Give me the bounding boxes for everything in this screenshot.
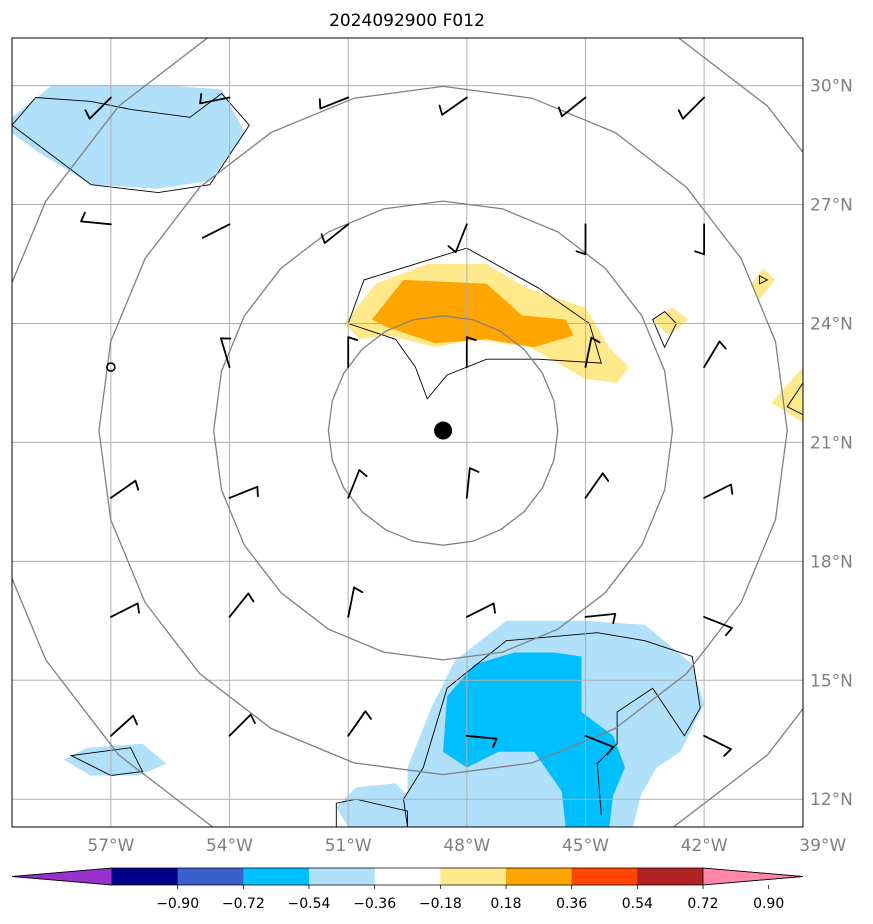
colorbar-tick-label: −0.54 — [288, 896, 331, 912]
colorbar-segment — [637, 868, 704, 885]
shaded-region-neg-light-nw — [12, 85, 246, 189]
shaded-region-neg-mid-se — [443, 652, 625, 827]
wind-barb — [84, 96, 112, 120]
contour-e-tiny — [759, 275, 769, 285]
plot-frame — [11, 37, 804, 828]
range-ring — [327, 315, 559, 546]
colorbar-segment — [177, 868, 244, 885]
latitude-label: 21°N — [810, 433, 853, 453]
wind-barb — [80, 211, 112, 226]
wind-barb — [584, 336, 601, 368]
range-rings — [12, 38, 803, 827]
wind-barb — [110, 714, 138, 737]
colorbar-segment — [440, 868, 507, 885]
colorbar-tick-label: 0.36 — [556, 896, 587, 912]
latitude-label: 27°N — [810, 196, 853, 216]
wind-barb — [703, 734, 732, 757]
longitude-label: 51°W — [325, 836, 372, 856]
contour-se-outer — [403, 632, 701, 827]
colorbar-segment — [571, 868, 638, 885]
wind-barb — [703, 483, 734, 499]
wind-barb — [584, 472, 610, 499]
wind-barb — [465, 467, 480, 499]
wind-barb — [347, 586, 364, 618]
wind-barb — [575, 223, 587, 256]
latitude-labels: 12°N 15°N 18°N 21°N 24°N 27°N 30°N — [810, 77, 853, 811]
colorbar-tick-label: −0.36 — [353, 896, 396, 912]
wind-barb — [465, 602, 496, 618]
wind-barb — [347, 336, 359, 368]
wind-barb — [703, 340, 727, 368]
shaded-region-pos-light-far-east — [771, 367, 803, 423]
shaded-region-pos-light-e-small-1 — [652, 307, 689, 336]
colorbar-outline — [11, 867, 804, 886]
wind-barb — [465, 734, 498, 749]
wind-barb — [438, 96, 468, 116]
wind-barb — [703, 616, 733, 637]
wind-barb — [201, 223, 231, 239]
wind-barb — [557, 96, 587, 118]
longitude-label: 45°W — [562, 836, 609, 856]
shaded-region-neg-light-s-small — [336, 783, 416, 827]
calm-wind-marker — [106, 362, 116, 372]
wind-barb — [228, 485, 259, 499]
longitude-label: 57°W — [87, 836, 134, 856]
colorbar-tick-label: −0.72 — [222, 896, 265, 912]
colorbar-min-extension — [11, 867, 113, 886]
colorbar-segment — [374, 868, 441, 885]
map-title: 2024092900 F012 — [329, 11, 485, 31]
colorbar-segment — [309, 868, 376, 885]
colorbar: −0.90 −0.72 −0.54 −0.36 −0.18 0.18 0.36 0.54 0.7… — [11, 867, 804, 912]
wind-barb — [447, 223, 468, 254]
storm-center-dot — [434, 421, 453, 440]
contour-far-east — [786, 382, 803, 416]
wind-barb — [694, 223, 705, 256]
longitude-label: 54°W — [206, 836, 253, 856]
wind-barb — [347, 469, 368, 499]
latitude-label: 30°N — [810, 77, 853, 97]
range-ring — [98, 85, 788, 776]
colorbar-max-extension — [702, 867, 804, 886]
wind-barb — [584, 734, 615, 756]
wind-barb — [347, 710, 372, 737]
range-ring — [213, 200, 674, 661]
longitude-label: 39°W — [799, 836, 846, 856]
colorbar-tick-label: 0.54 — [622, 896, 653, 912]
wind-barb — [228, 592, 255, 618]
colorbar-segment — [112, 868, 179, 885]
colorbar-segment — [506, 868, 573, 885]
storm-center-layer — [434, 421, 453, 440]
shaded-region-pos-light-e-small-2 — [751, 268, 776, 300]
wind-barb — [320, 223, 350, 244]
longitude-labels: 57°W 54°W 51°W 48°W 45°W 42°W 39°W — [87, 836, 846, 856]
wind-barb — [465, 336, 477, 368]
colorbar-tick-label: −0.90 — [156, 896, 199, 912]
gridlines — [12, 38, 803, 827]
longitude-label: 42°W — [681, 836, 728, 856]
wind-barb — [318, 96, 350, 110]
wind-barb — [110, 602, 140, 618]
latitude-label: 24°N — [810, 314, 853, 334]
latitude-label: 12°N — [810, 790, 853, 810]
latitude-label: 18°N — [810, 552, 853, 572]
wind-barb — [677, 96, 705, 120]
colorbar-tick-label: 0.72 — [687, 896, 718, 912]
colorbar-tick-label: −0.18 — [419, 896, 462, 912]
wind-barb — [584, 613, 617, 624]
colorbar-tick-label: 0.18 — [490, 896, 521, 912]
wind-barb — [228, 713, 256, 737]
latitude-label: 15°N — [810, 671, 853, 691]
longitude-label: 48°W — [443, 836, 490, 856]
wind-barb — [110, 479, 140, 499]
colorbar-tick-label: 0.90 — [753, 896, 784, 912]
colorbar-segment — [243, 868, 310, 885]
wind-barbs — [80, 93, 734, 757]
wind-barb — [199, 93, 231, 105]
contour-nw — [12, 92, 250, 194]
wind-barb — [220, 337, 232, 368]
shaded-region-pos-mid-central — [371, 279, 574, 348]
